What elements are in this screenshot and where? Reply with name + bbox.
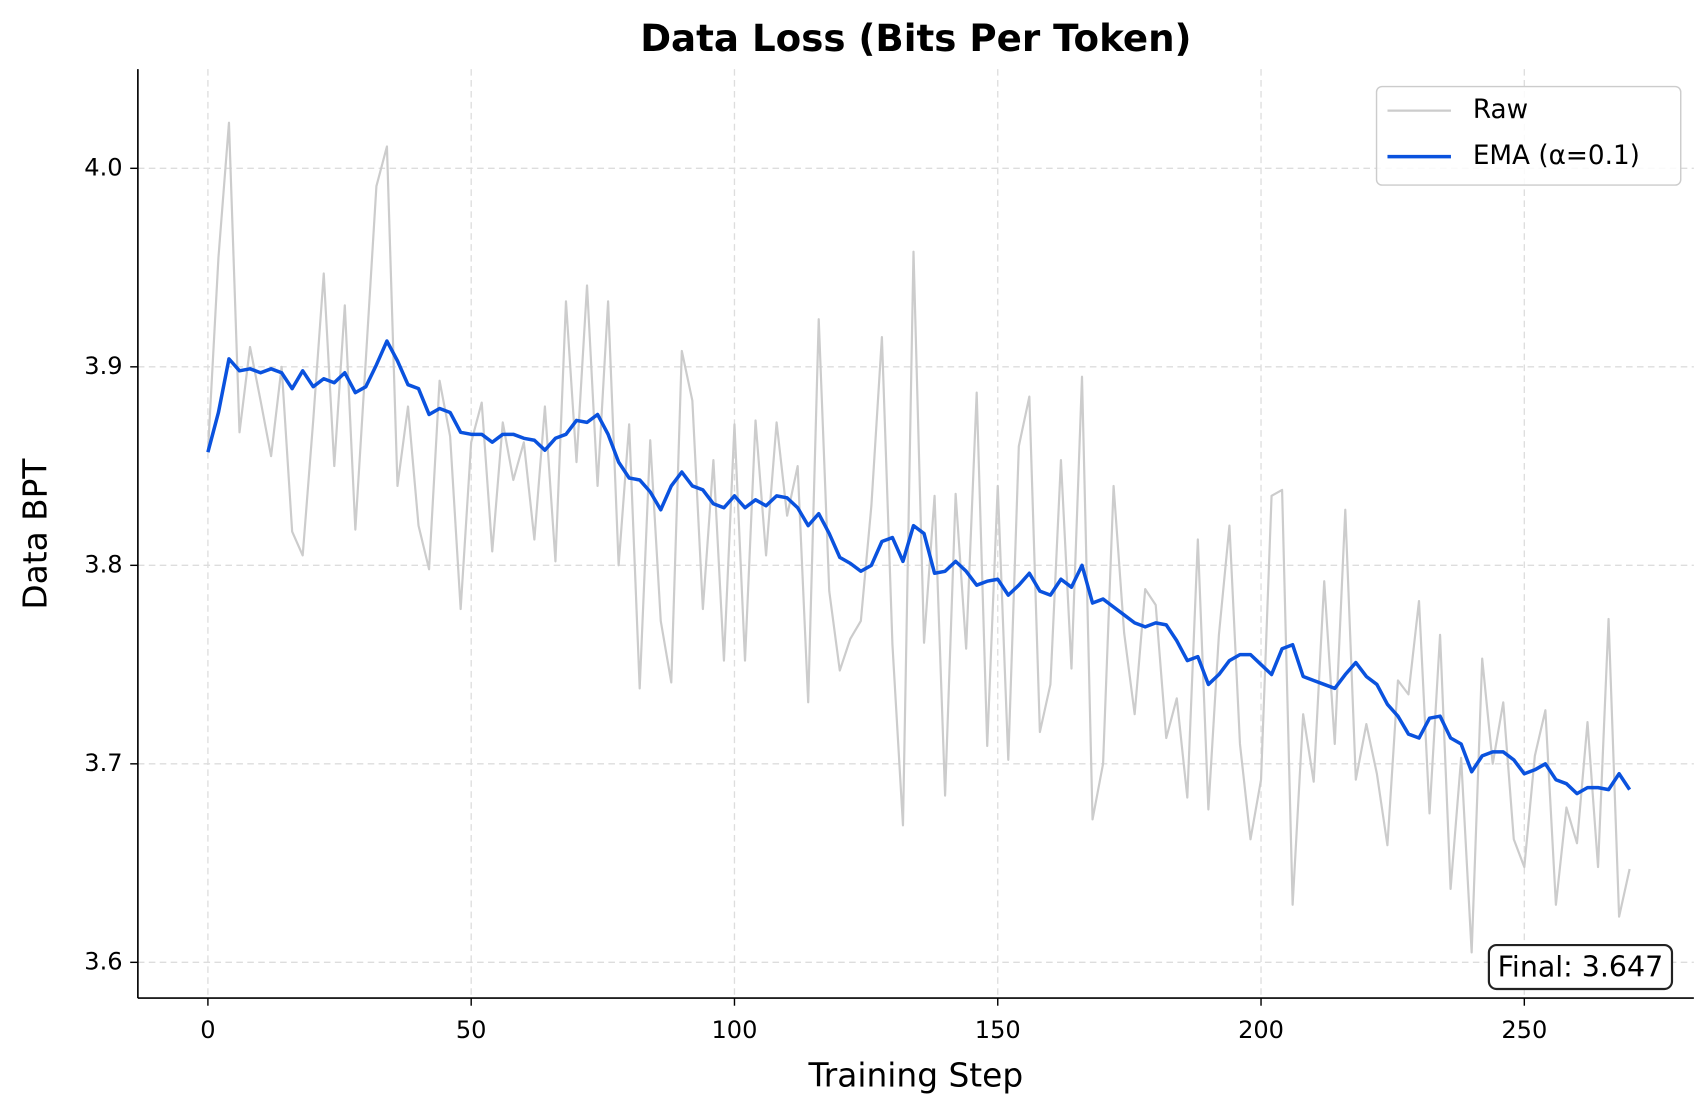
y-tick-label: 3.8 bbox=[84, 550, 122, 578]
annotation-box bbox=[1487, 943, 1674, 991]
x-tick-label: 150 bbox=[975, 1016, 1021, 1044]
annotation: Final: 3.647 bbox=[1487, 943, 1674, 991]
y-tick-label: 4.0 bbox=[84, 153, 122, 181]
y-axis-label: Data BPT bbox=[17, 458, 55, 610]
x-tick-label: 200 bbox=[1238, 1016, 1284, 1044]
x-axis-label: Training Step bbox=[808, 1056, 1024, 1094]
y-tick-label: 3.7 bbox=[84, 749, 122, 777]
x-tick-label: 50 bbox=[456, 1016, 487, 1044]
legend-box bbox=[1375, 85, 1682, 186]
x-tick-label: 100 bbox=[712, 1016, 758, 1044]
y-tick-label: 3.9 bbox=[84, 352, 122, 380]
data-line bbox=[206, 339, 1632, 796]
x-tick-label: 0 bbox=[200, 1016, 215, 1044]
legend-label: EMA (α=0.1) bbox=[1473, 141, 1640, 171]
y-tick-label: 3.6 bbox=[84, 947, 122, 975]
data-line bbox=[206, 121, 1631, 954]
x-tick-label: 250 bbox=[1501, 1016, 1547, 1044]
chart-title: Data Loss (Bits Per Token) bbox=[640, 16, 1191, 60]
legend-label: Raw bbox=[1473, 95, 1528, 125]
annotation-text: Final: 3.647 bbox=[1498, 951, 1664, 984]
